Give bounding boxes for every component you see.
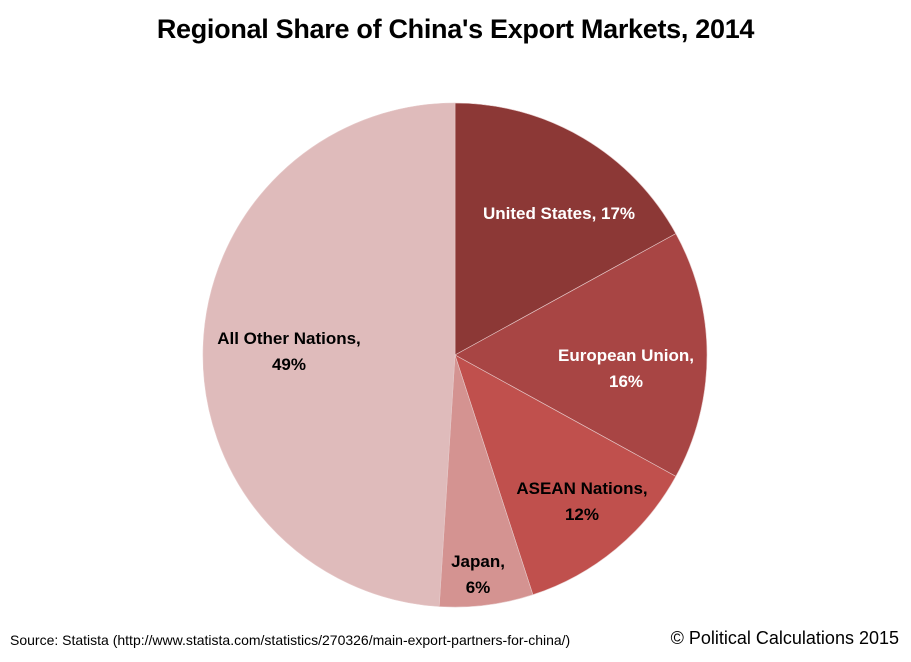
pie-slice-asean-nations: [454, 354, 677, 596]
source-note: Source: Statista (http://www.statista.co…: [10, 632, 571, 648]
pie-slice-all-other-nations: [202, 102, 456, 607]
slice-label: Japan, 6%: [451, 552, 505, 597]
slice-label: United States, 17%: [482, 204, 636, 223]
chart-title: Regional Share of China's Export Markets…: [156, 14, 755, 44]
pie-slice-united-states: [454, 102, 677, 356]
slice-label: European Union, 16%: [558, 346, 694, 391]
slice-label: ASEAN Nations, 12%: [516, 479, 648, 524]
pie-slice-european-union: [454, 233, 708, 477]
copyright-note: © Political Calculations 2015: [670, 628, 899, 648]
slice-label: All Other Nations, 49%: [217, 329, 361, 374]
